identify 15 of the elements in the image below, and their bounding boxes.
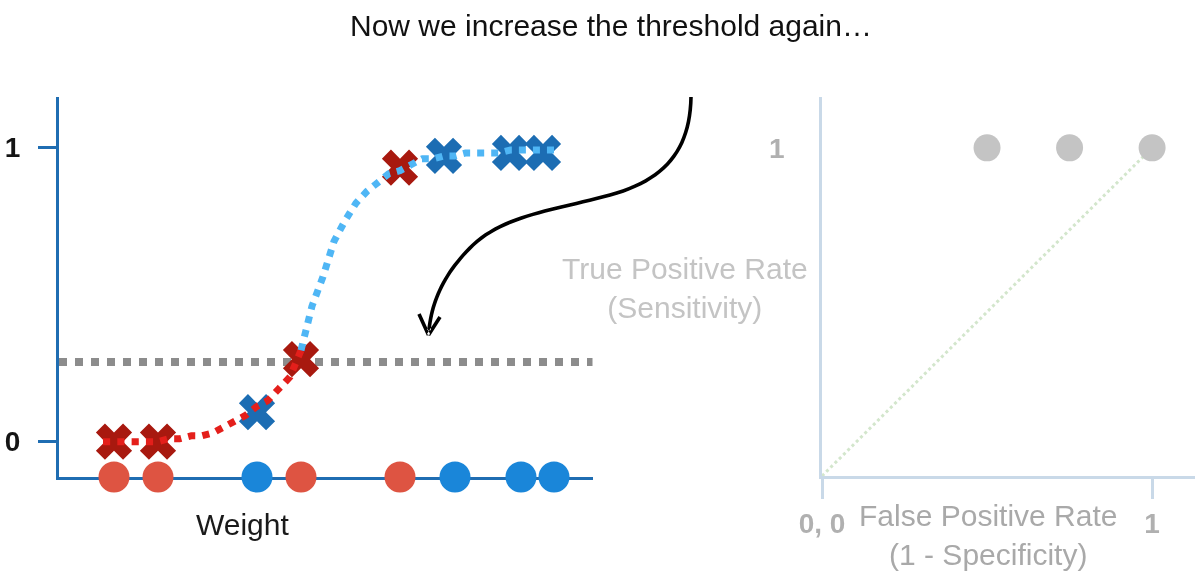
chart-title: Now we increase the threshold again… (350, 8, 872, 42)
point (538, 461, 570, 493)
point (241, 461, 273, 493)
x-axis-title: False Positive Rate (1 - Specificity) (859, 499, 1118, 571)
point (285, 461, 317, 493)
x-tick-label: 0, 0 (798, 507, 846, 539)
point (98, 461, 130, 493)
point (142, 461, 174, 493)
x-axis-title: Weight (196, 508, 290, 541)
text: 1 (769, 133, 785, 164)
point (384, 461, 416, 493)
y-tick-label: 0 (4, 426, 21, 458)
point (439, 461, 471, 493)
point (505, 461, 537, 493)
y-axis-title: True Positive Rate (Sensitivity) (562, 252, 808, 324)
